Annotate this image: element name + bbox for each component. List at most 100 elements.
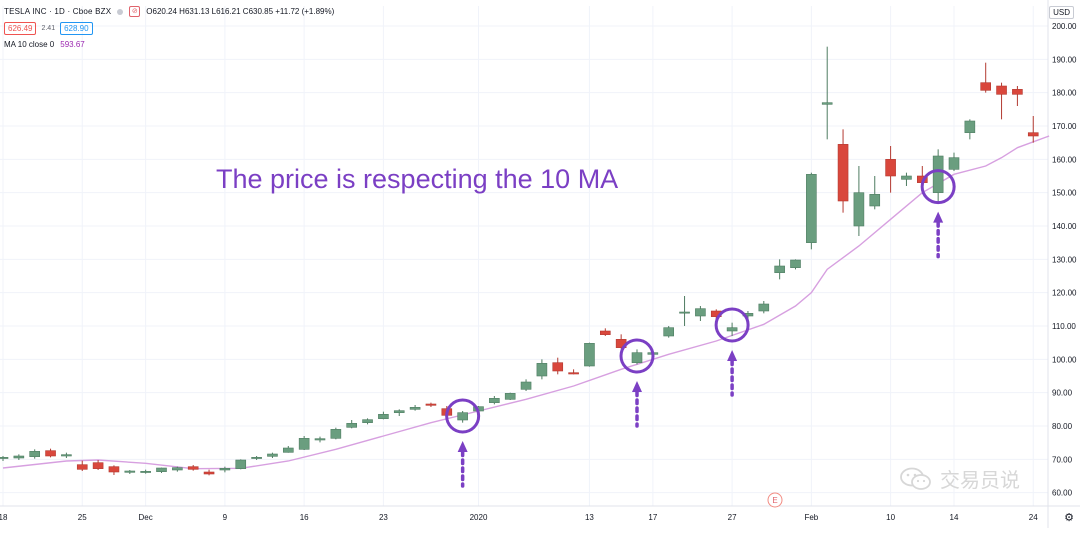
candle-body: [76, 464, 88, 470]
candle-body: [282, 447, 294, 453]
candle: [156, 467, 167, 473]
candle-body: [631, 352, 643, 363]
y-tick-label: 80.00: [1052, 422, 1073, 431]
settings-gear-icon[interactable]: ⚙: [1064, 512, 1074, 524]
candle: [504, 392, 516, 400]
candle-body: [901, 175, 912, 180]
highlight-circle: [445, 398, 481, 434]
candle-body: [821, 102, 833, 105]
candle-body: [267, 453, 278, 457]
x-tick-label: 16: [300, 513, 309, 522]
trade-buttons: 626.49 2.41 628.90: [4, 22, 93, 35]
x-tick-label: 14: [950, 513, 959, 522]
x-tick-label: Feb: [804, 513, 818, 522]
candle: [203, 469, 215, 476]
grid-lines: [0, 6, 1048, 506]
candle: [267, 452, 278, 458]
candle-body: [378, 414, 389, 419]
candle-body: [124, 470, 136, 473]
candle: [362, 418, 373, 425]
candle-body: [140, 471, 151, 473]
candle: [631, 349, 643, 365]
candle: [251, 456, 262, 460]
x-tick-label: 24: [1029, 513, 1038, 522]
candle-body: [203, 471, 215, 475]
candle: [726, 322, 738, 336]
candle-body: [362, 419, 373, 423]
candle-body: [1012, 89, 1023, 95]
y-tick-label: 140.00: [1052, 222, 1077, 231]
candles-layer: [0, 46, 1039, 476]
candle: [409, 405, 421, 411]
symbol-title[interactable]: TESLA INC · 1D · Cboe BZX: [4, 7, 112, 16]
candle: [45, 448, 56, 458]
buy-button[interactable]: 628.90: [60, 22, 93, 35]
sell-button[interactable]: 626.49: [4, 22, 37, 35]
indicator-legend[interactable]: MA 10 close 0 593.67: [4, 40, 85, 49]
candle-body: [108, 466, 120, 473]
candle-body: [599, 330, 611, 335]
candle-body: [774, 265, 785, 273]
candle-body: [489, 398, 500, 403]
candle: [13, 454, 25, 460]
candle-body: [314, 438, 326, 441]
x-tick-label: 27: [728, 513, 737, 522]
candle: [980, 62, 992, 93]
candle-body: [156, 467, 167, 472]
y-tick-label: 100.00: [1052, 355, 1077, 364]
candle-body: [61, 454, 72, 457]
candle-body: [695, 308, 706, 317]
candle-body: [219, 468, 231, 471]
candle-body: [932, 155, 944, 193]
candle: [108, 465, 120, 475]
spread-value: 2.41: [41, 25, 56, 32]
x-tick-label: 2020: [470, 513, 488, 522]
candle-body: [948, 157, 960, 170]
candle: [821, 46, 833, 140]
candle: [76, 460, 88, 471]
candle-body: [996, 85, 1007, 95]
candle-body: [584, 343, 595, 367]
ma-value: 593.67: [60, 40, 85, 49]
y-tick-label: 110.00: [1052, 322, 1076, 331]
wechat-icon: [900, 467, 931, 490]
candle-body: [346, 423, 358, 428]
candle: [663, 326, 675, 338]
candle: [1027, 116, 1039, 143]
candle: [1012, 86, 1023, 106]
candle-body: [425, 403, 437, 406]
candle: [393, 409, 405, 416]
currency-badge[interactable]: USD: [1049, 6, 1074, 19]
candle: [932, 149, 944, 203]
candle: [0, 456, 9, 461]
candle-body: [29, 451, 41, 457]
candle: [282, 446, 294, 453]
candle-body: [520, 381, 532, 390]
candle: [853, 166, 865, 236]
candle-body: [457, 412, 468, 421]
annotation-layer: The price is respecting the 10 MA E: [216, 164, 956, 508]
flag-icon[interactable]: ⊘: [129, 6, 141, 17]
candle-body: [837, 144, 849, 202]
candle-body: [13, 455, 25, 459]
y-tick-label: 200.00: [1052, 22, 1077, 31]
candle: [599, 328, 611, 336]
candle-body: [980, 82, 992, 91]
candle: [457, 411, 468, 423]
x-tick-label: 9: [223, 513, 228, 522]
y-tick-label: 150.00: [1052, 189, 1077, 198]
candle: [235, 459, 247, 470]
candle-body: [758, 303, 770, 312]
candle: [378, 411, 389, 420]
y-tick-label: 70.00: [1052, 455, 1073, 464]
candle-body: [885, 159, 896, 177]
candle: [29, 449, 41, 459]
candle: [172, 466, 183, 472]
candle-body: [1027, 132, 1039, 137]
highlight-circle: [920, 169, 956, 205]
candle: [219, 466, 231, 473]
y-tick-label: 130.00: [1052, 255, 1077, 264]
ohlc-readout: O620.24 H631.13 L616.21 C630.85 +11.72 (…: [146, 7, 335, 16]
